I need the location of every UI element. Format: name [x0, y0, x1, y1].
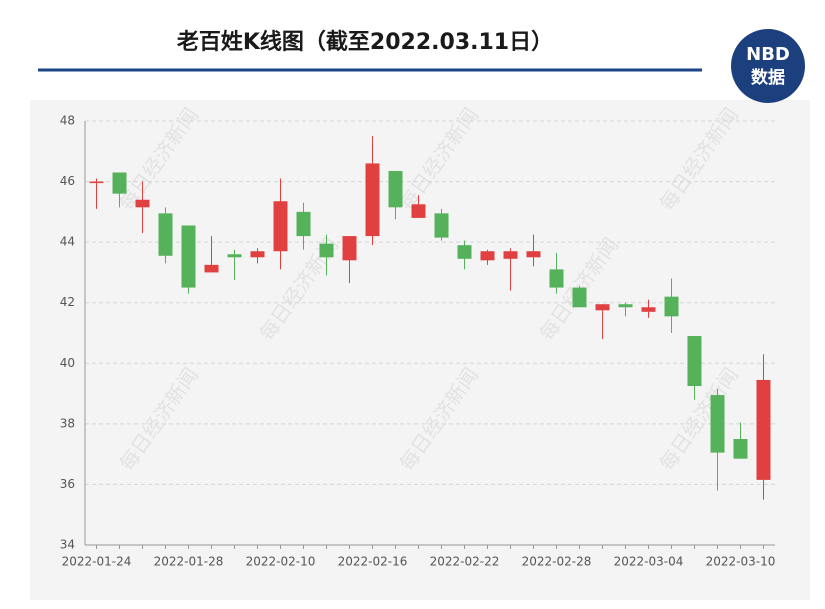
candle-body [733, 439, 748, 459]
candle-body [342, 236, 357, 261]
candle-body [480, 251, 495, 261]
x-tick-label: 2022-03-10 [706, 555, 776, 569]
x-tick-label: 2022-02-10 [246, 555, 316, 569]
candle-body [112, 172, 127, 194]
candle-body [664, 296, 679, 317]
y-tick-label: 40 [60, 356, 75, 370]
candle-body [158, 213, 173, 256]
candle-body [365, 163, 380, 237]
candle-body [388, 170, 403, 208]
candle-body [273, 201, 288, 252]
logo-text: NBD [746, 44, 790, 65]
logo-text: 数据 [751, 67, 785, 88]
candle-body [227, 254, 242, 258]
y-tick-label: 34 [60, 538, 75, 552]
candle-body [457, 245, 472, 259]
y-tick-label: 46 [60, 174, 75, 188]
logo [731, 29, 805, 103]
candle-body [756, 379, 771, 480]
candle-body [526, 251, 541, 258]
candle-body [250, 251, 265, 258]
candle-body [411, 204, 426, 218]
candle-body [687, 336, 702, 386]
y-tick-label: 42 [60, 295, 75, 309]
candle-body [296, 211, 311, 237]
candle-body [710, 395, 725, 453]
candle-body [319, 243, 334, 258]
candle-body [572, 287, 587, 308]
chart-title: 老百姓K线图（截至2022.03.11日） [176, 29, 553, 55]
candle-body [595, 304, 610, 311]
x-tick-label: 2022-02-22 [430, 555, 500, 569]
y-tick-label: 48 [60, 114, 75, 128]
candle-body [135, 199, 150, 208]
candle-body [641, 307, 656, 312]
candle-body [618, 304, 633, 308]
x-tick-label: 2022-01-28 [154, 555, 224, 569]
y-tick-label: 38 [60, 416, 75, 430]
x-tick-label: 2022-02-16 [338, 555, 408, 569]
x-tick-label: 2022-03-04 [614, 555, 684, 569]
x-tick-label: 2022-02-28 [522, 555, 592, 569]
y-tick-label: 36 [60, 477, 75, 491]
candle-body [503, 251, 518, 259]
x-tick-label: 2022-01-24 [62, 555, 132, 569]
candle-body [181, 225, 196, 288]
candle-body [89, 181, 104, 184]
y-tick-label: 44 [60, 235, 75, 249]
candle-body [204, 264, 219, 273]
candle-body [549, 269, 564, 288]
candle-body [434, 213, 449, 238]
plot-panel [30, 100, 810, 600]
